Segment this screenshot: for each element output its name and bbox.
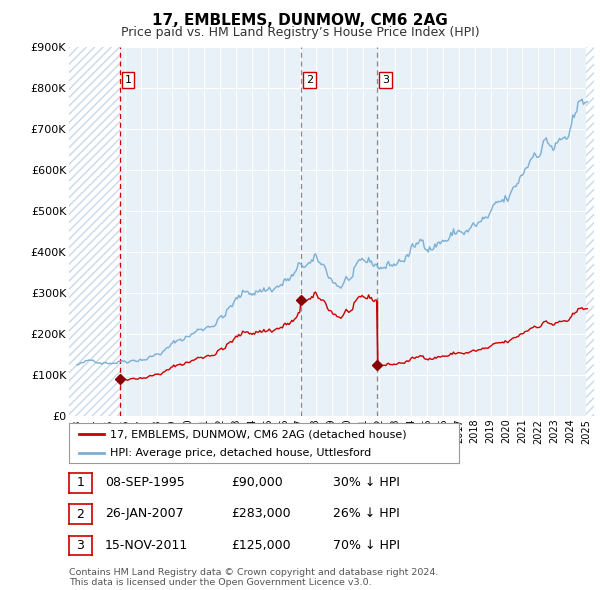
Text: Price paid vs. HM Land Registry’s House Price Index (HPI): Price paid vs. HM Land Registry’s House … bbox=[121, 26, 479, 39]
Bar bbox=[69, 47, 120, 416]
Text: HPI: Average price, detached house, Uttlesford: HPI: Average price, detached house, Uttl… bbox=[110, 448, 371, 458]
Bar bbox=[586, 47, 594, 416]
Text: Contains HM Land Registry data © Crown copyright and database right 2024.
This d: Contains HM Land Registry data © Crown c… bbox=[69, 568, 439, 587]
Text: 30% ↓ HPI: 30% ↓ HPI bbox=[333, 476, 400, 489]
Text: £283,000: £283,000 bbox=[231, 507, 290, 520]
Text: 26% ↓ HPI: 26% ↓ HPI bbox=[333, 507, 400, 520]
Text: 70% ↓ HPI: 70% ↓ HPI bbox=[333, 539, 400, 552]
Text: £90,000: £90,000 bbox=[231, 476, 283, 489]
Text: 15-NOV-2011: 15-NOV-2011 bbox=[105, 539, 188, 552]
Text: 08-SEP-1995: 08-SEP-1995 bbox=[105, 476, 185, 489]
Text: 17, EMBLEMS, DUNMOW, CM6 2AG (detached house): 17, EMBLEMS, DUNMOW, CM6 2AG (detached h… bbox=[110, 430, 407, 440]
Text: 2: 2 bbox=[76, 507, 85, 521]
Bar bbox=[120, 47, 586, 416]
Text: £125,000: £125,000 bbox=[231, 539, 290, 552]
Text: 17, EMBLEMS, DUNMOW, CM6 2AG: 17, EMBLEMS, DUNMOW, CM6 2AG bbox=[152, 13, 448, 28]
Text: 26-JAN-2007: 26-JAN-2007 bbox=[105, 507, 184, 520]
Text: 1: 1 bbox=[125, 75, 131, 85]
Text: 3: 3 bbox=[382, 75, 389, 85]
Text: 1: 1 bbox=[76, 476, 85, 490]
Text: 3: 3 bbox=[76, 539, 85, 552]
Text: 2: 2 bbox=[306, 75, 313, 85]
